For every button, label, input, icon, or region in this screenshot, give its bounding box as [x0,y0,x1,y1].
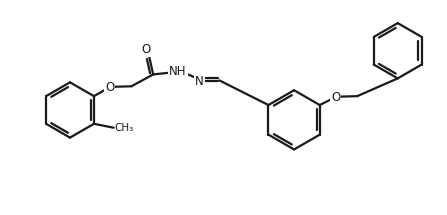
Text: O: O [105,81,114,94]
Text: N: N [195,75,204,88]
Text: NH: NH [169,65,186,78]
Text: O: O [142,43,151,56]
Text: CH₃: CH₃ [115,123,134,133]
Text: O: O [331,91,340,104]
